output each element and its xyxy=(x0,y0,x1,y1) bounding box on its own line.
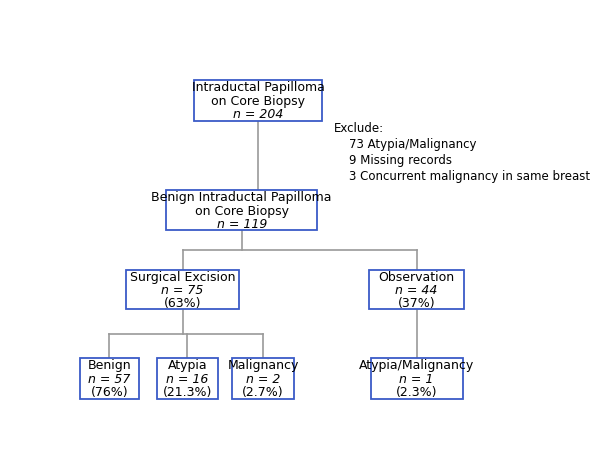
Text: n = 44: n = 44 xyxy=(395,284,438,297)
Text: 73 Atypia/Malignancy: 73 Atypia/Malignancy xyxy=(334,138,476,151)
FancyBboxPatch shape xyxy=(370,358,463,399)
Text: n = 204: n = 204 xyxy=(233,108,284,121)
Text: (37%): (37%) xyxy=(398,297,436,309)
Text: 9 Missing records: 9 Missing records xyxy=(334,154,452,167)
Text: on Core Biopsy: on Core Biopsy xyxy=(195,204,289,217)
Text: Surgical Excision: Surgical Excision xyxy=(130,271,235,284)
FancyBboxPatch shape xyxy=(157,358,218,399)
Text: 3 Concurrent malignancy in same breast: 3 Concurrent malignancy in same breast xyxy=(334,170,590,183)
FancyBboxPatch shape xyxy=(126,271,239,309)
Text: Atypia: Atypia xyxy=(168,358,207,371)
Text: n = 75: n = 75 xyxy=(162,284,204,297)
FancyBboxPatch shape xyxy=(80,358,139,399)
FancyBboxPatch shape xyxy=(370,271,464,309)
Text: (2.7%): (2.7%) xyxy=(242,386,284,398)
Text: Observation: Observation xyxy=(379,271,454,284)
Text: (21.3%): (21.3%) xyxy=(163,386,212,398)
Text: Exclude:: Exclude: xyxy=(334,122,384,135)
Text: n = 16: n = 16 xyxy=(166,372,209,385)
FancyBboxPatch shape xyxy=(166,190,317,231)
Text: Benign: Benign xyxy=(87,358,131,371)
Text: Atypia/Malignancy: Atypia/Malignancy xyxy=(359,358,474,371)
Text: n = 1: n = 1 xyxy=(400,372,434,385)
Text: n = 119: n = 119 xyxy=(217,218,267,230)
Text: (2.3%): (2.3%) xyxy=(396,386,437,398)
FancyBboxPatch shape xyxy=(195,81,322,121)
Text: on Core Biopsy: on Core Biopsy xyxy=(211,95,305,107)
Text: n = 57: n = 57 xyxy=(88,372,131,385)
Text: Intraductal Papilloma: Intraductal Papilloma xyxy=(192,81,325,94)
Text: Benign Intraductal Papilloma: Benign Intraductal Papilloma xyxy=(151,190,332,203)
Text: Malignancy: Malignancy xyxy=(228,358,299,371)
Text: (63%): (63%) xyxy=(164,297,201,309)
Text: n = 2: n = 2 xyxy=(246,372,280,385)
FancyBboxPatch shape xyxy=(232,358,294,399)
Text: (76%): (76%) xyxy=(90,386,128,398)
